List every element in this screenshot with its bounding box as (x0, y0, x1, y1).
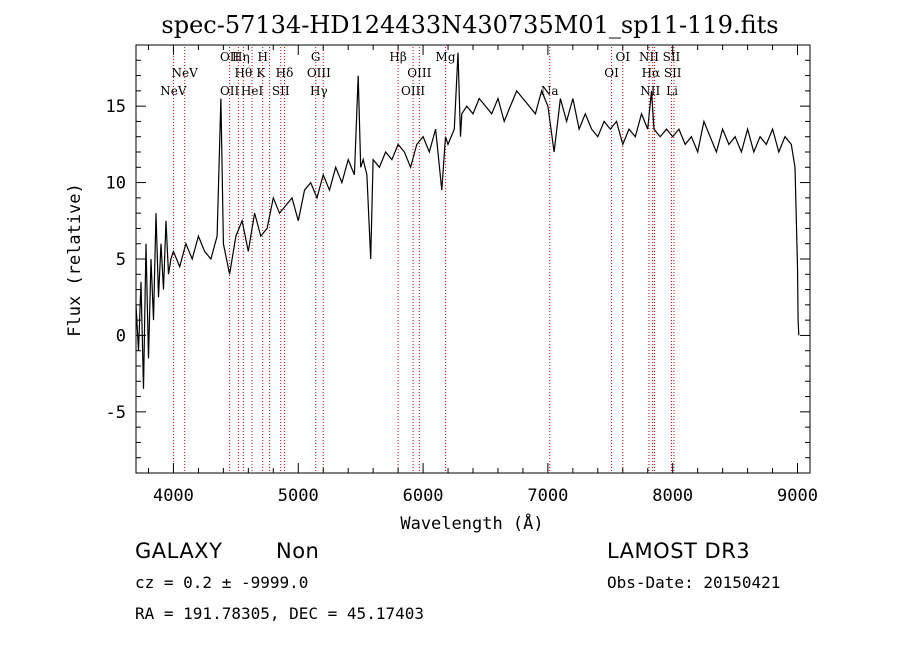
chart-title: spec-57134-HD124433N430735M01_sp11-119.f… (161, 11, 778, 39)
y-tick-label-15: 15 (106, 97, 126, 117)
plot-frame (135, 44, 811, 474)
marker-label-18: Mg (436, 50, 456, 64)
marker-label-1: NeV (160, 84, 187, 98)
marker-label-2: NeV (172, 66, 199, 80)
spectrum-line (135, 52, 800, 389)
marker-label-24: NII (640, 84, 660, 98)
marker-label-25: SII (663, 50, 681, 64)
y-tick-label-10: 10 (106, 174, 126, 194)
marker-label-5: Hη (232, 50, 250, 64)
coordinates: RA = 191.78305, DEC = 45.17403 (135, 604, 424, 623)
marker-label-3: OII (220, 50, 240, 64)
marker-label-23: Hα (642, 66, 661, 80)
marker-label-6: Hθ (234, 66, 252, 80)
y-tick-label-5: 5 (116, 250, 126, 270)
x-tick-label-6000: 6000 (403, 486, 444, 506)
x-tick-label-4000: 4000 (153, 486, 194, 506)
marker-label-22: NII (639, 50, 659, 64)
y-tick-label--5: -5 (106, 403, 126, 423)
x-axis-ticks: 4000 5000 6000 7000 8000 9000 (147, 45, 818, 506)
x-tick-label-9000: 9000 (777, 486, 818, 506)
emission-line-labels: NeVNeVOIIOIIHηHθHeIHKSIIHδGOIIIHγHβOIIIO… (160, 50, 682, 98)
x-tick-label-5000: 5000 (278, 486, 319, 506)
marker-label-11: Hδ (276, 66, 294, 80)
marker-label-26: SII (664, 66, 682, 80)
redshift-line: cz = 0.2 ± -9999.0 (135, 573, 309, 592)
marker-label-7: HeI (241, 84, 264, 98)
marker-label-20: OI (615, 50, 630, 64)
object-subclass: Non (276, 539, 320, 563)
y-tick-label-0: 0 (116, 326, 126, 346)
survey-name: LAMOST DR3 (607, 539, 751, 563)
object-class: GALAXY (135, 539, 223, 563)
marker-label-13: OIII (307, 66, 331, 80)
marker-label-9: K (256, 66, 266, 80)
marker-label-21: OI (604, 66, 619, 80)
marker-label-17: OIII (401, 84, 425, 98)
marker-label-14: Hγ (310, 84, 328, 98)
x-tick-label-7000: 7000 (527, 486, 568, 506)
marker-label-4: OII (220, 84, 240, 98)
marker-label-8: H (257, 50, 267, 64)
y-axis-ticks: -5 0 5 10 15 (106, 59, 810, 459)
marker-label-10: SII (272, 84, 290, 98)
marker-label-16: OIII (407, 66, 431, 80)
x-axis-label: Wavelength (Å) (400, 512, 543, 534)
marker-label-27: Li (666, 84, 678, 98)
marker-label-15: Hβ (389, 50, 406, 64)
obs-date: Obs-Date: 20150421 (607, 573, 781, 592)
marker-label-19: Na (541, 84, 559, 98)
marker-label-12: G (311, 50, 321, 64)
x-tick-label-8000: 8000 (652, 486, 693, 506)
y-axis-label: Flux (relative) (65, 183, 85, 337)
emission-line-markers (172, 47, 675, 473)
